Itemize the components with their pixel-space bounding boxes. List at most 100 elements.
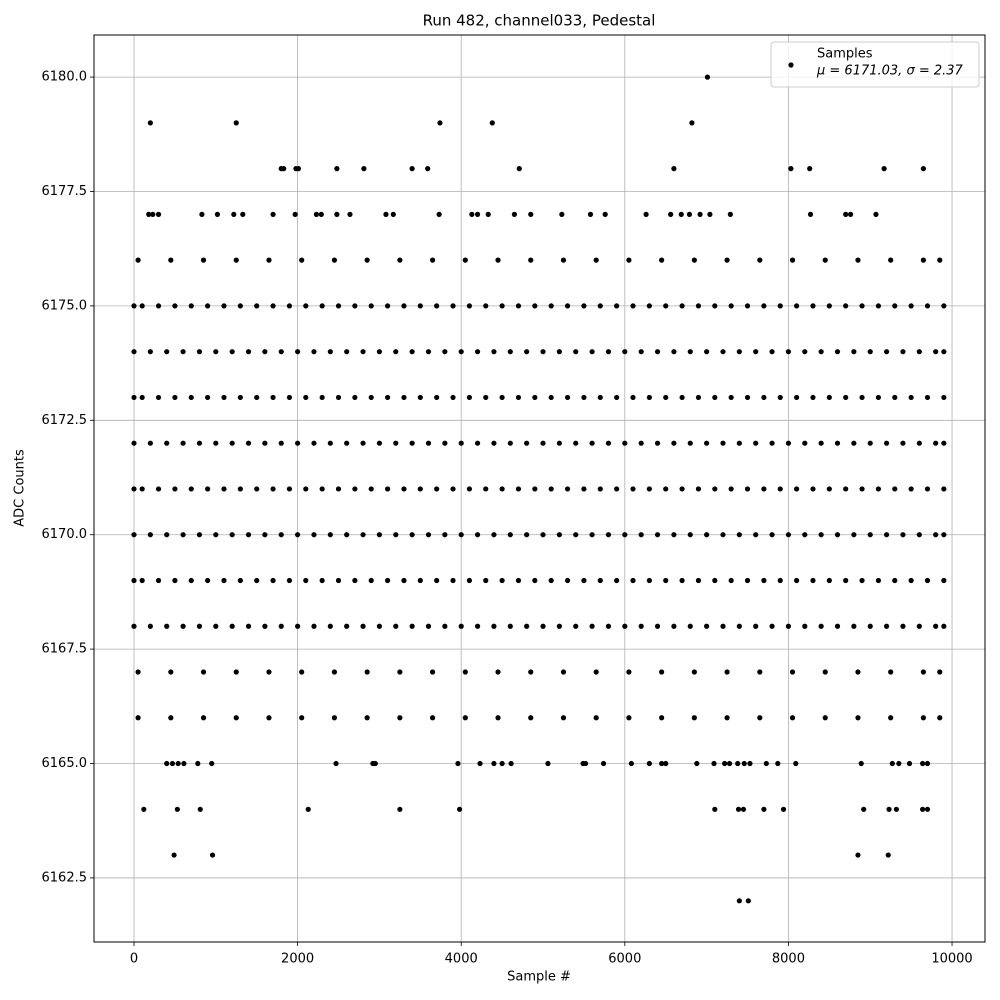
- point: [668, 211, 674, 217]
- point: [384, 394, 391, 401]
- point: [458, 440, 464, 446]
- point: [245, 440, 252, 446]
- point: [313, 211, 320, 217]
- point: [507, 623, 513, 629]
- point: [528, 715, 534, 721]
- x-tick-label: 4000: [445, 952, 478, 967]
- point: [810, 486, 816, 492]
- point: [614, 486, 620, 492]
- point: [233, 669, 239, 675]
- point: [892, 486, 898, 492]
- point: [826, 486, 832, 492]
- point: [491, 440, 497, 446]
- point: [197, 806, 203, 812]
- point: [352, 394, 358, 401]
- point: [736, 898, 742, 904]
- point: [744, 577, 751, 584]
- point: [643, 211, 649, 217]
- point: [697, 211, 703, 217]
- point: [916, 440, 922, 446]
- point: [726, 760, 733, 767]
- point: [131, 532, 137, 538]
- point: [319, 303, 325, 309]
- point: [916, 349, 922, 355]
- point: [881, 166, 887, 172]
- point: [180, 532, 186, 538]
- point: [826, 577, 832, 584]
- point: [867, 623, 873, 629]
- point: [818, 532, 824, 538]
- point: [724, 257, 730, 263]
- point: [659, 257, 665, 263]
- point: [679, 486, 685, 492]
- point: [376, 623, 383, 629]
- point: [851, 623, 857, 629]
- point: [131, 349, 137, 355]
- point: [507, 440, 513, 446]
- y-tick-label: 6165.0: [42, 756, 88, 771]
- point: [564, 486, 571, 492]
- point: [233, 257, 239, 263]
- point: [458, 349, 464, 355]
- point: [278, 623, 284, 629]
- point: [847, 211, 854, 217]
- point: [469, 211, 475, 217]
- y-tick-label: 6162.5: [42, 870, 88, 885]
- point: [462, 257, 468, 263]
- y-tick-label: 6170.0: [42, 527, 88, 542]
- point: [843, 394, 849, 401]
- point: [299, 715, 305, 721]
- point: [499, 394, 505, 401]
- point: [859, 577, 865, 584]
- legend: Samples μ = 6171.03, σ = 2.37: [770, 41, 980, 88]
- point: [712, 806, 718, 812]
- x-tick-label: 6000: [608, 952, 641, 967]
- point: [581, 577, 587, 584]
- point: [630, 394, 636, 401]
- point: [889, 760, 895, 767]
- point: [429, 257, 436, 263]
- point: [785, 440, 792, 446]
- point: [331, 669, 338, 675]
- point: [245, 623, 252, 629]
- point: [740, 806, 747, 812]
- point: [425, 349, 432, 355]
- point: [843, 486, 849, 492]
- point: [548, 303, 554, 309]
- point: [704, 623, 710, 629]
- point: [196, 623, 203, 629]
- point: [266, 257, 272, 263]
- point: [916, 623, 922, 629]
- point: [327, 440, 333, 446]
- point: [135, 257, 141, 263]
- point: [483, 394, 489, 401]
- point: [368, 486, 374, 492]
- point: [855, 669, 861, 675]
- point: [262, 349, 268, 355]
- point: [305, 806, 311, 812]
- point: [131, 440, 137, 446]
- point: [213, 623, 219, 629]
- point: [924, 806, 931, 812]
- point: [937, 669, 943, 675]
- point: [663, 394, 669, 401]
- point: [920, 669, 927, 675]
- point: [474, 532, 481, 538]
- point: [593, 257, 599, 263]
- point: [417, 303, 423, 309]
- point: [678, 211, 684, 217]
- point: [221, 577, 227, 584]
- point: [807, 211, 814, 217]
- point: [515, 577, 522, 584]
- point: [466, 303, 472, 309]
- point: [780, 806, 787, 812]
- point: [761, 577, 767, 584]
- point: [436, 211, 442, 217]
- point: [736, 532, 742, 538]
- point: [254, 394, 260, 401]
- point: [318, 211, 324, 217]
- point: [229, 532, 235, 538]
- point: [188, 394, 194, 401]
- point: [687, 623, 693, 629]
- point: [875, 577, 882, 584]
